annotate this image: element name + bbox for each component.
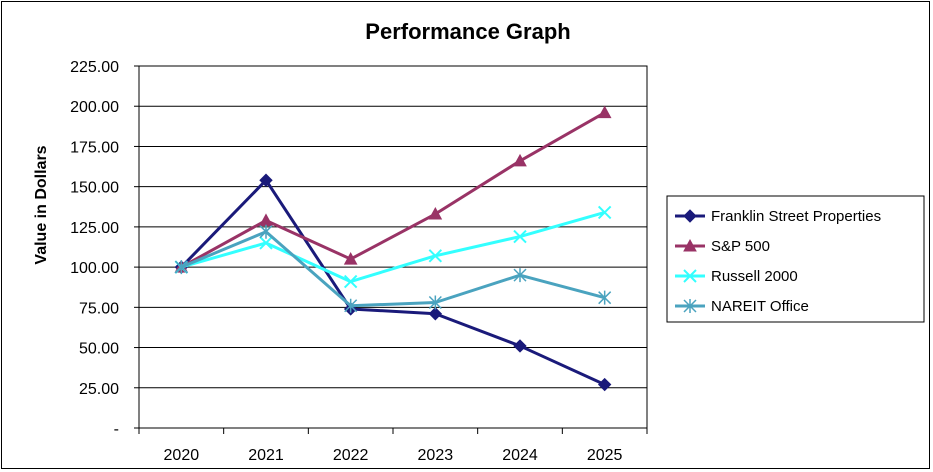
- series-2: [174, 205, 612, 289]
- data-point: [513, 339, 527, 353]
- legend-marker: [683, 209, 697, 223]
- data-point: [428, 249, 443, 263]
- data-point: [259, 213, 273, 226]
- legend-item: NAREIT Office: [675, 298, 809, 315]
- legend-item: S&P 500: [675, 238, 770, 255]
- x-tick-label: 2021: [248, 447, 284, 464]
- data-point: [344, 298, 358, 313]
- series-line: [180, 111, 606, 269]
- legend-label: Russell 2000: [711, 268, 798, 285]
- data-point: [598, 290, 612, 305]
- y-tick-label: 150.00: [70, 180, 119, 197]
- legend-label: NAREIT Office: [711, 298, 809, 315]
- data-point: [428, 307, 443, 321]
- data-point: [513, 268, 527, 283]
- y-tick-label: 25.00: [79, 381, 119, 398]
- chart-title: Performance Graph: [365, 19, 570, 44]
- legend-box: [666, 195, 925, 323]
- series-line: [180, 230, 606, 308]
- y-tick-label: 50.00: [79, 341, 119, 358]
- series-group: [174, 105, 612, 392]
- x-tick-label: 2020: [164, 447, 200, 464]
- series-1: [174, 105, 612, 273]
- legend: Franklin Street Properties S&P 500 Russell…: [666, 195, 925, 323]
- y-tick-label: 125.00: [70, 220, 119, 237]
- legend-marker: [683, 299, 697, 313]
- data-point: [597, 205, 612, 220]
- legend-item: Russell 2000: [675, 268, 798, 285]
- data-point: [259, 224, 273, 239]
- x-tick-label: 2023: [418, 447, 454, 464]
- grid-lines: [139, 105, 647, 389]
- legend-item: Franklin Street Properties: [675, 208, 881, 225]
- data-point: [513, 229, 527, 244]
- data-point: [259, 236, 273, 250]
- legend-label: S&P 500: [711, 238, 770, 255]
- series-line: [180, 178, 606, 386]
- series-line: [180, 210, 606, 284]
- data-point: [259, 173, 273, 187]
- legend-marker: [683, 269, 697, 283]
- y-axis-label: Value in Dollars: [33, 145, 50, 264]
- y-tick-labels: - 25.00 50.00 75.00 100.00 125.00 150.00 175.00…: [70, 59, 119, 438]
- x-tick-labels: 2020 2021 2022 2023 2024 2025: [164, 447, 623, 464]
- data-point: [343, 252, 358, 265]
- y-tick-label: 225.00: [70, 59, 119, 76]
- legend-label: Franklin Street Properties: [711, 208, 881, 225]
- y-tick-label: -: [114, 421, 119, 438]
- x-tick-label: 2024: [502, 447, 538, 464]
- data-point: [513, 153, 527, 167]
- y-tick-label: 100.00: [70, 260, 119, 277]
- data-point: [597, 105, 612, 119]
- legend-marker: [683, 238, 697, 252]
- series-3: [174, 224, 612, 313]
- data-point: [597, 377, 612, 392]
- data-point: [428, 295, 442, 310]
- data-point: [174, 260, 188, 275]
- y-tick-label: 75.00: [79, 300, 119, 317]
- data-point: [428, 206, 443, 220]
- y-tick-label: 175.00: [70, 139, 119, 156]
- axes: [134, 65, 648, 434]
- x-tick-label: 2022: [333, 447, 369, 464]
- x-tick-label: 2025: [587, 447, 623, 464]
- data-point: [343, 274, 358, 289]
- y-tick-label: 200.00: [70, 99, 119, 116]
